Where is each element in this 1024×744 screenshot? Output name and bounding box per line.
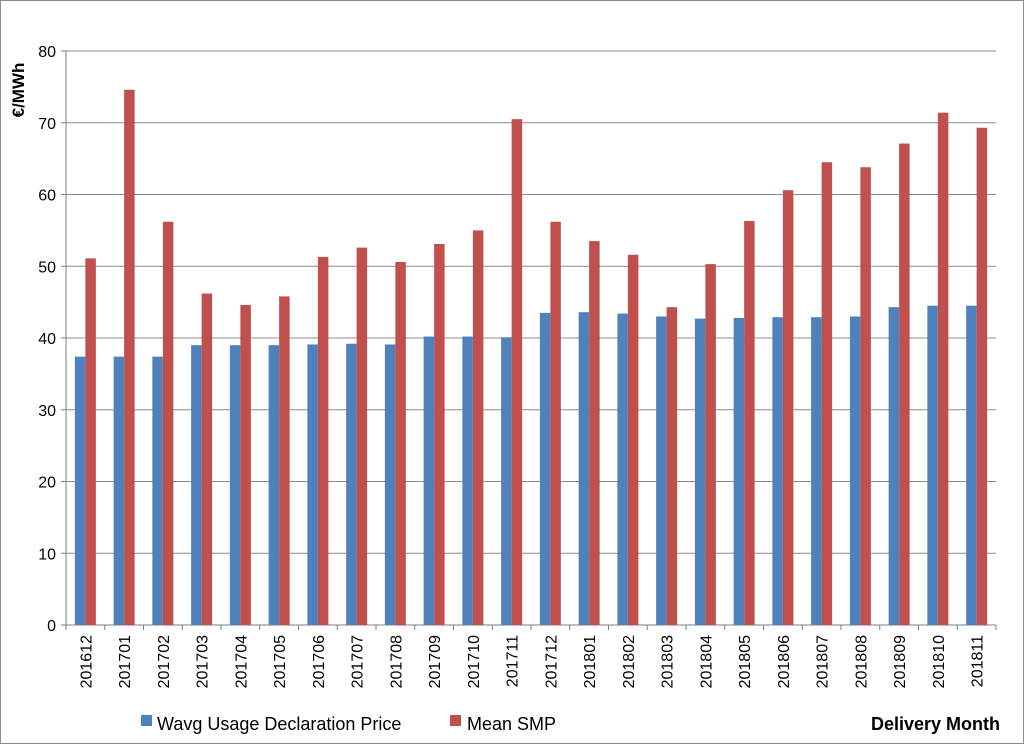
- legend-swatch-series-1: [141, 715, 152, 726]
- y-tick-label: 70: [38, 116, 56, 133]
- x-tick-label: 201809: [892, 635, 909, 688]
- bar-series-1-201707: [346, 343, 357, 625]
- x-tick-label: 201707: [350, 635, 367, 688]
- y-tick-label: 60: [38, 188, 56, 205]
- bar-series-2-201809: [899, 143, 910, 625]
- bar-series-1-201709: [423, 336, 435, 625]
- x-tick-label: 201805: [737, 635, 754, 688]
- bar-series-1-201811: [966, 305, 977, 625]
- x-tick-label: 201701: [117, 635, 134, 688]
- y-tick-label: 40: [38, 331, 56, 348]
- x-tick-label: 201612: [78, 635, 95, 688]
- x-tick-label: 201712: [543, 635, 560, 688]
- bar-series-1-201801: [578, 312, 590, 625]
- bar-series-2-201808: [860, 167, 871, 626]
- x-tick-label: 201711: [505, 635, 522, 687]
- x-tick-label: 201704: [233, 635, 250, 688]
- y-axis-label: €/MWh: [9, 63, 28, 118]
- bar-series-1-201807: [811, 317, 822, 625]
- y-tick-label: 10: [38, 546, 56, 563]
- legend-label-series-1: Wavg Usage Declaration Price: [157, 714, 401, 734]
- x-tick-label: 201807: [815, 635, 832, 688]
- bar-series-1-201702: [152, 356, 163, 625]
- bar-series-2-201701: [124, 89, 135, 626]
- y-tick-labels: 0 10 20 30 40 50 60 70 80: [38, 44, 56, 635]
- x-tick-label: 201708: [388, 635, 405, 688]
- bar-series-2-201805: [744, 221, 755, 626]
- bar-series-1-201706: [307, 344, 318, 625]
- bar-series-2-201707: [356, 247, 368, 625]
- legend: Wavg Usage Declaration Price Mean SMP: [141, 714, 556, 734]
- bar-series-2-201708: [395, 261, 406, 625]
- x-tick-label: 201804: [698, 635, 715, 688]
- bar-series-1-201712: [539, 312, 551, 625]
- bar-series-2-201710: [472, 230, 484, 625]
- x-tick-label: 201803: [660, 635, 677, 688]
- bar-series-1-201809: [888, 307, 900, 625]
- bar-series-1-201805: [733, 317, 745, 625]
- x-tick-label: 201802: [621, 635, 638, 688]
- bar-series-2-201811: [976, 127, 988, 626]
- y-tick-label: 20: [38, 475, 56, 492]
- x-axis-label: Delivery Month: [871, 714, 1000, 734]
- x-tick-label: 201808: [853, 635, 870, 688]
- bar-series-2-201806: [782, 190, 794, 625]
- x-tick-label: 201811: [970, 635, 987, 687]
- bar-series-2-201612: [85, 258, 96, 625]
- x-tick-label: 201810: [931, 635, 948, 688]
- y-tick-label: 50: [38, 259, 56, 276]
- bar-series-1-201612: [74, 356, 86, 625]
- x-tick-label: 201702: [156, 635, 173, 688]
- bar-series-1-201804: [694, 318, 706, 625]
- bar-series-2-201803: [666, 307, 678, 625]
- bar-series-2-201804: [705, 264, 716, 625]
- bar-series-1-201810: [927, 305, 938, 625]
- bar-series-1-201803: [656, 316, 667, 625]
- x-tick-label: 201703: [195, 635, 212, 688]
- bar-series-1-201704: [229, 345, 241, 625]
- bar-series-2-201712: [550, 221, 561, 625]
- x-tick-label: 201709: [427, 635, 444, 688]
- x-tick-label: 201801: [582, 635, 599, 688]
- bar-series-1-201808: [849, 316, 861, 625]
- bar-series-2-201709: [434, 244, 445, 625]
- bar-series-1-201703: [191, 345, 202, 625]
- bar-series-2-201704: [240, 304, 251, 625]
- legend-swatch-series-2: [450, 715, 461, 726]
- bar-series-2-201801: [589, 241, 600, 625]
- x-tick-label: 201710: [466, 635, 483, 688]
- y-tick-label: 0: [47, 618, 56, 635]
- bar-series-1-201710: [462, 336, 473, 625]
- bar-series-2-201702: [162, 221, 174, 625]
- gridlines: [61, 50, 997, 630]
- y-tick-label: 80: [38, 44, 56, 61]
- x-tick-labels: 201612 201701 201702 201703 201704 201705 2017…: [78, 635, 986, 688]
- bar-series-1-201708: [384, 344, 396, 625]
- bar-series-2-201711: [511, 119, 523, 625]
- bar-series-2-201807: [821, 162, 833, 625]
- bar-series-2-201705: [279, 296, 290, 625]
- bar-series-1-201802: [617, 313, 628, 625]
- bar-series-1-201806: [772, 317, 783, 625]
- bar-series-1-201701: [113, 356, 125, 625]
- bar-series-2-201810: [937, 112, 949, 625]
- x-tick-label: 201705: [272, 635, 289, 688]
- bar-series-1-201705: [268, 345, 280, 625]
- x-tick-label: 201806: [776, 635, 793, 688]
- bar-series-2-201703: [201, 293, 213, 625]
- y-tick-label: 30: [38, 403, 56, 420]
- bars: [74, 89, 988, 626]
- bar-series-2-201706: [317, 256, 329, 625]
- bar-series-1-201711: [501, 337, 512, 625]
- bar-series-2-201802: [627, 254, 639, 625]
- x-tick-label: 201706: [311, 635, 328, 688]
- legend-label-series-2: Mean SMP: [467, 714, 556, 734]
